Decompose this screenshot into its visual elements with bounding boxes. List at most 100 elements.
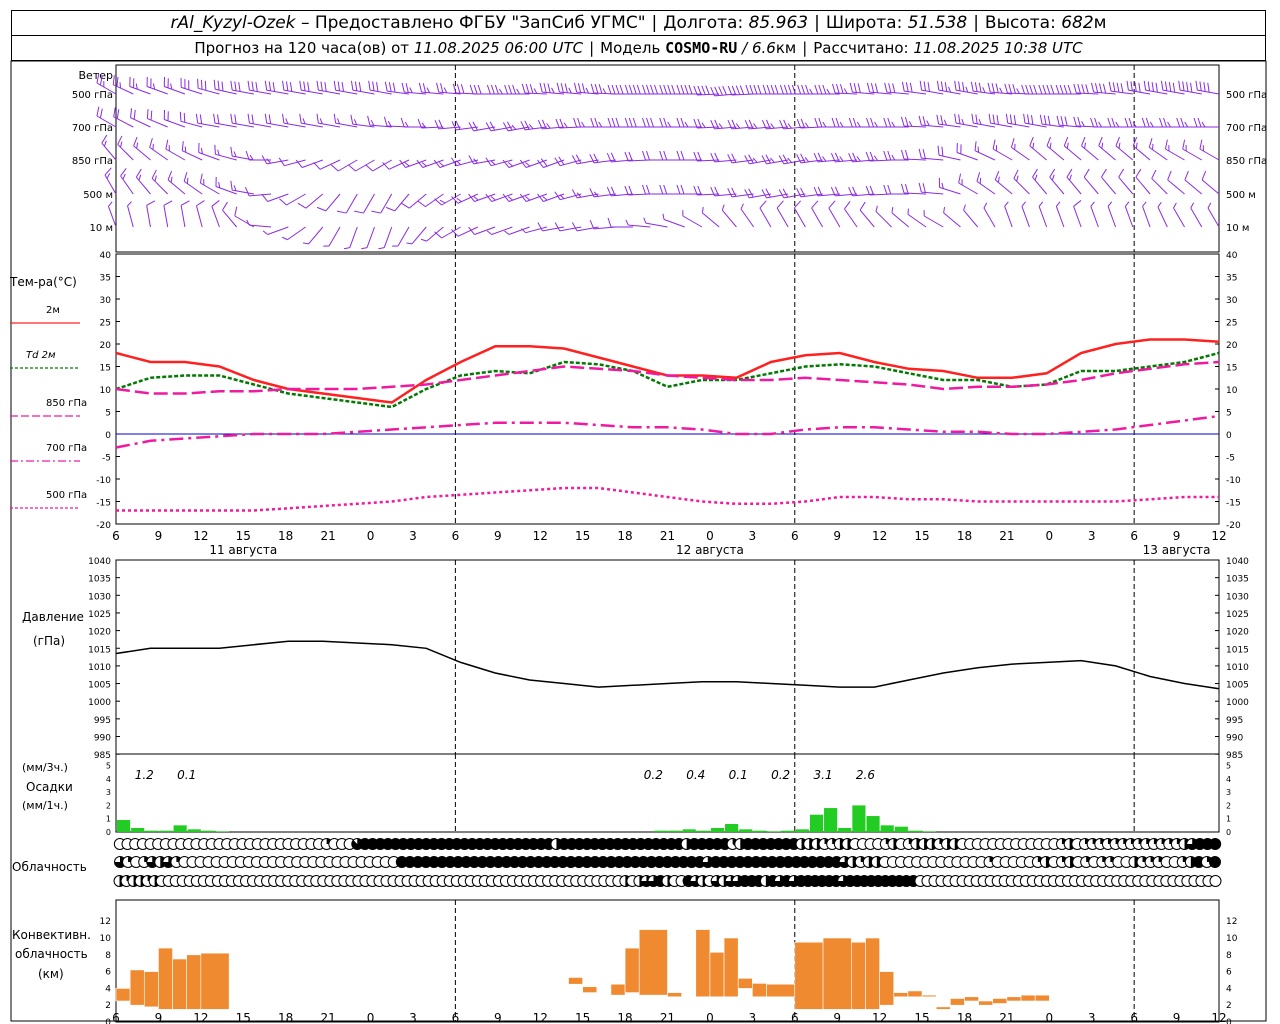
wind-barb-flag — [831, 117, 836, 128]
wind-barb-flag — [918, 182, 922, 193]
wind-barb-flag — [836, 83, 840, 94]
wind-barb-flag — [650, 84, 654, 95]
wind-barb-flag — [519, 193, 527, 202]
wind-barb-flag — [196, 200, 205, 207]
convective-bar — [893, 992, 909, 998]
wind-barb-flag — [330, 164, 339, 172]
convective-bar — [582, 986, 598, 993]
wind-barb-flag — [948, 86, 952, 93]
wind-barb-flag — [796, 154, 802, 164]
wind-barb-flag — [676, 117, 681, 128]
wind-barb — [215, 176, 237, 195]
wind-barb-flag — [1021, 201, 1026, 207]
wind-barb-flag — [1029, 136, 1034, 147]
convective-bar — [200, 952, 230, 1010]
wind-barb-flag — [650, 117, 654, 128]
wind-barb — [813, 152, 840, 163]
precip-bar — [201, 830, 215, 832]
wind-barb-flag — [251, 114, 254, 124]
wind-barb — [486, 226, 513, 235]
wind-barb — [113, 107, 134, 128]
wind-barb — [183, 172, 203, 195]
wind-barb-flag — [268, 114, 272, 124]
wind-barb-flag — [787, 84, 792, 95]
altitude-label: Высота: — [984, 13, 1056, 33]
wind-barb — [313, 159, 341, 170]
wind-barb-flag — [606, 153, 612, 163]
wind-barb-flag — [883, 150, 888, 161]
wind-barb-flag — [1090, 201, 1095, 207]
wind-barb-flag — [268, 81, 272, 91]
wind-barb-flag — [922, 149, 926, 159]
wind-barb-flag — [181, 141, 184, 151]
wind-barb — [146, 200, 156, 228]
hour-tick-label-bottom: 6 — [791, 1011, 799, 1024]
wind-barb — [891, 207, 910, 228]
temp-tick-left: 15 — [100, 364, 111, 374]
wind-barb-staff — [907, 213, 927, 228]
wind-barb-flag — [541, 119, 547, 129]
wind-barb-staff — [1107, 206, 1117, 228]
wind-barb-flag — [489, 121, 496, 131]
wind-barb-flag — [1155, 82, 1158, 93]
precip-bar — [923, 831, 937, 832]
wind-barb-flag — [988, 113, 992, 124]
wind-barb — [832, 83, 858, 95]
wind-barb-flag — [1008, 83, 1012, 94]
pressure-tick-left: 985 — [94, 751, 111, 761]
wind-barb-flag — [748, 119, 754, 129]
wind-barb-flag — [272, 82, 276, 92]
wind-barb-flag — [320, 81, 323, 91]
pressure-tick-left: 1000 — [88, 698, 111, 708]
wind-barb-flag — [1130, 81, 1133, 91]
convective-bar — [568, 977, 583, 985]
pressure-tick-left: 990 — [94, 734, 111, 744]
wind-barb-flag — [1085, 84, 1089, 94]
wind-barb — [151, 169, 169, 195]
wind-barb-flag — [400, 117, 405, 128]
hour-tick-label: 3 — [1088, 529, 1096, 543]
wind-barb-flag — [697, 118, 702, 128]
convective-bar — [1034, 994, 1050, 1002]
cloud-panel-title: Облачность — [12, 860, 87, 874]
wind-barb-flag — [978, 118, 982, 125]
wind-barb — [744, 119, 771, 130]
wind-barb — [954, 80, 978, 95]
wind-barb-flag — [508, 84, 513, 95]
precip-bar — [880, 825, 894, 832]
wind-barb-flag — [1013, 169, 1019, 179]
wind-barb-flag — [1051, 174, 1055, 181]
wind-barb-flag — [261, 193, 269, 202]
wind-barb — [129, 76, 151, 95]
temp-tick-right: 10 — [1226, 386, 1238, 396]
wind-barb-flag — [982, 87, 986, 93]
wind-barb — [883, 150, 909, 161]
precip-bar — [866, 816, 880, 832]
wind-barb-flag — [766, 84, 771, 95]
wind-barb-flag — [624, 151, 629, 162]
wind-barb-staff — [474, 226, 496, 235]
wind-barb — [350, 114, 375, 128]
wind-barb — [392, 226, 410, 247]
wind-barb — [468, 193, 496, 202]
wind-barb-flag — [852, 152, 857, 162]
wind-barb — [830, 152, 858, 163]
hour-tick-label-bottom: 12 — [193, 1011, 208, 1024]
wind-barb-flag — [382, 162, 390, 170]
wind-barb — [316, 80, 341, 95]
wind-barb-flag — [822, 121, 827, 128]
pressure-tick-right: 1020 — [1226, 628, 1249, 638]
wind-barb-flag — [1081, 136, 1086, 147]
wind-barb — [385, 193, 410, 212]
wind-barb-flag — [416, 159, 424, 168]
precip-3h-total: 0.1 — [729, 768, 748, 782]
wind-barb-flag — [525, 162, 531, 167]
wind-barb-flag — [636, 84, 641, 95]
wind-barb-flag — [1135, 142, 1138, 149]
wind-barb-flag — [384, 81, 388, 92]
wind-barb-flag — [512, 84, 517, 95]
wind-barb-flag — [1148, 138, 1153, 148]
wind-barb-flag — [874, 83, 879, 93]
wind-barb-flag — [663, 84, 668, 95]
wind-barb-flag — [900, 183, 905, 194]
